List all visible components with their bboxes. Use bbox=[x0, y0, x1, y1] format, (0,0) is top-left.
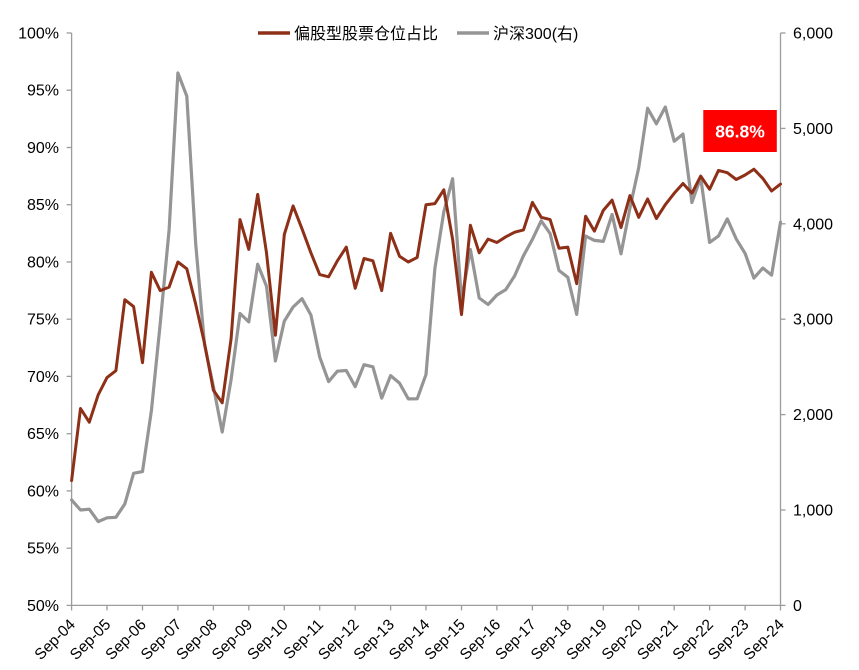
svg-text:3,000: 3,000 bbox=[793, 312, 833, 329]
svg-text:1,000: 1,000 bbox=[793, 503, 833, 520]
svg-text:4,000: 4,000 bbox=[793, 216, 833, 233]
svg-text:50%: 50% bbox=[27, 598, 59, 615]
svg-text:70%: 70% bbox=[27, 369, 59, 386]
svg-text:0: 0 bbox=[793, 598, 802, 615]
svg-text:60%: 60% bbox=[27, 483, 59, 500]
svg-text:偏股型股票仓位占比: 偏股型股票仓位占比 bbox=[294, 25, 438, 43]
svg-text:100%: 100% bbox=[18, 26, 59, 43]
svg-text:85%: 85% bbox=[27, 197, 59, 214]
svg-text:55%: 55% bbox=[27, 541, 59, 558]
svg-text:65%: 65% bbox=[27, 426, 59, 443]
svg-text:沪深300(右): 沪深300(右) bbox=[493, 25, 578, 43]
svg-text:5,000: 5,000 bbox=[793, 121, 833, 138]
svg-text:2,000: 2,000 bbox=[793, 407, 833, 424]
svg-text:90%: 90% bbox=[27, 140, 59, 157]
svg-text:95%: 95% bbox=[27, 83, 59, 100]
svg-text:75%: 75% bbox=[27, 312, 59, 329]
svg-text:86.8%: 86.8% bbox=[715, 122, 765, 142]
svg-text:6,000: 6,000 bbox=[793, 26, 833, 43]
svg-text:80%: 80% bbox=[27, 255, 59, 272]
